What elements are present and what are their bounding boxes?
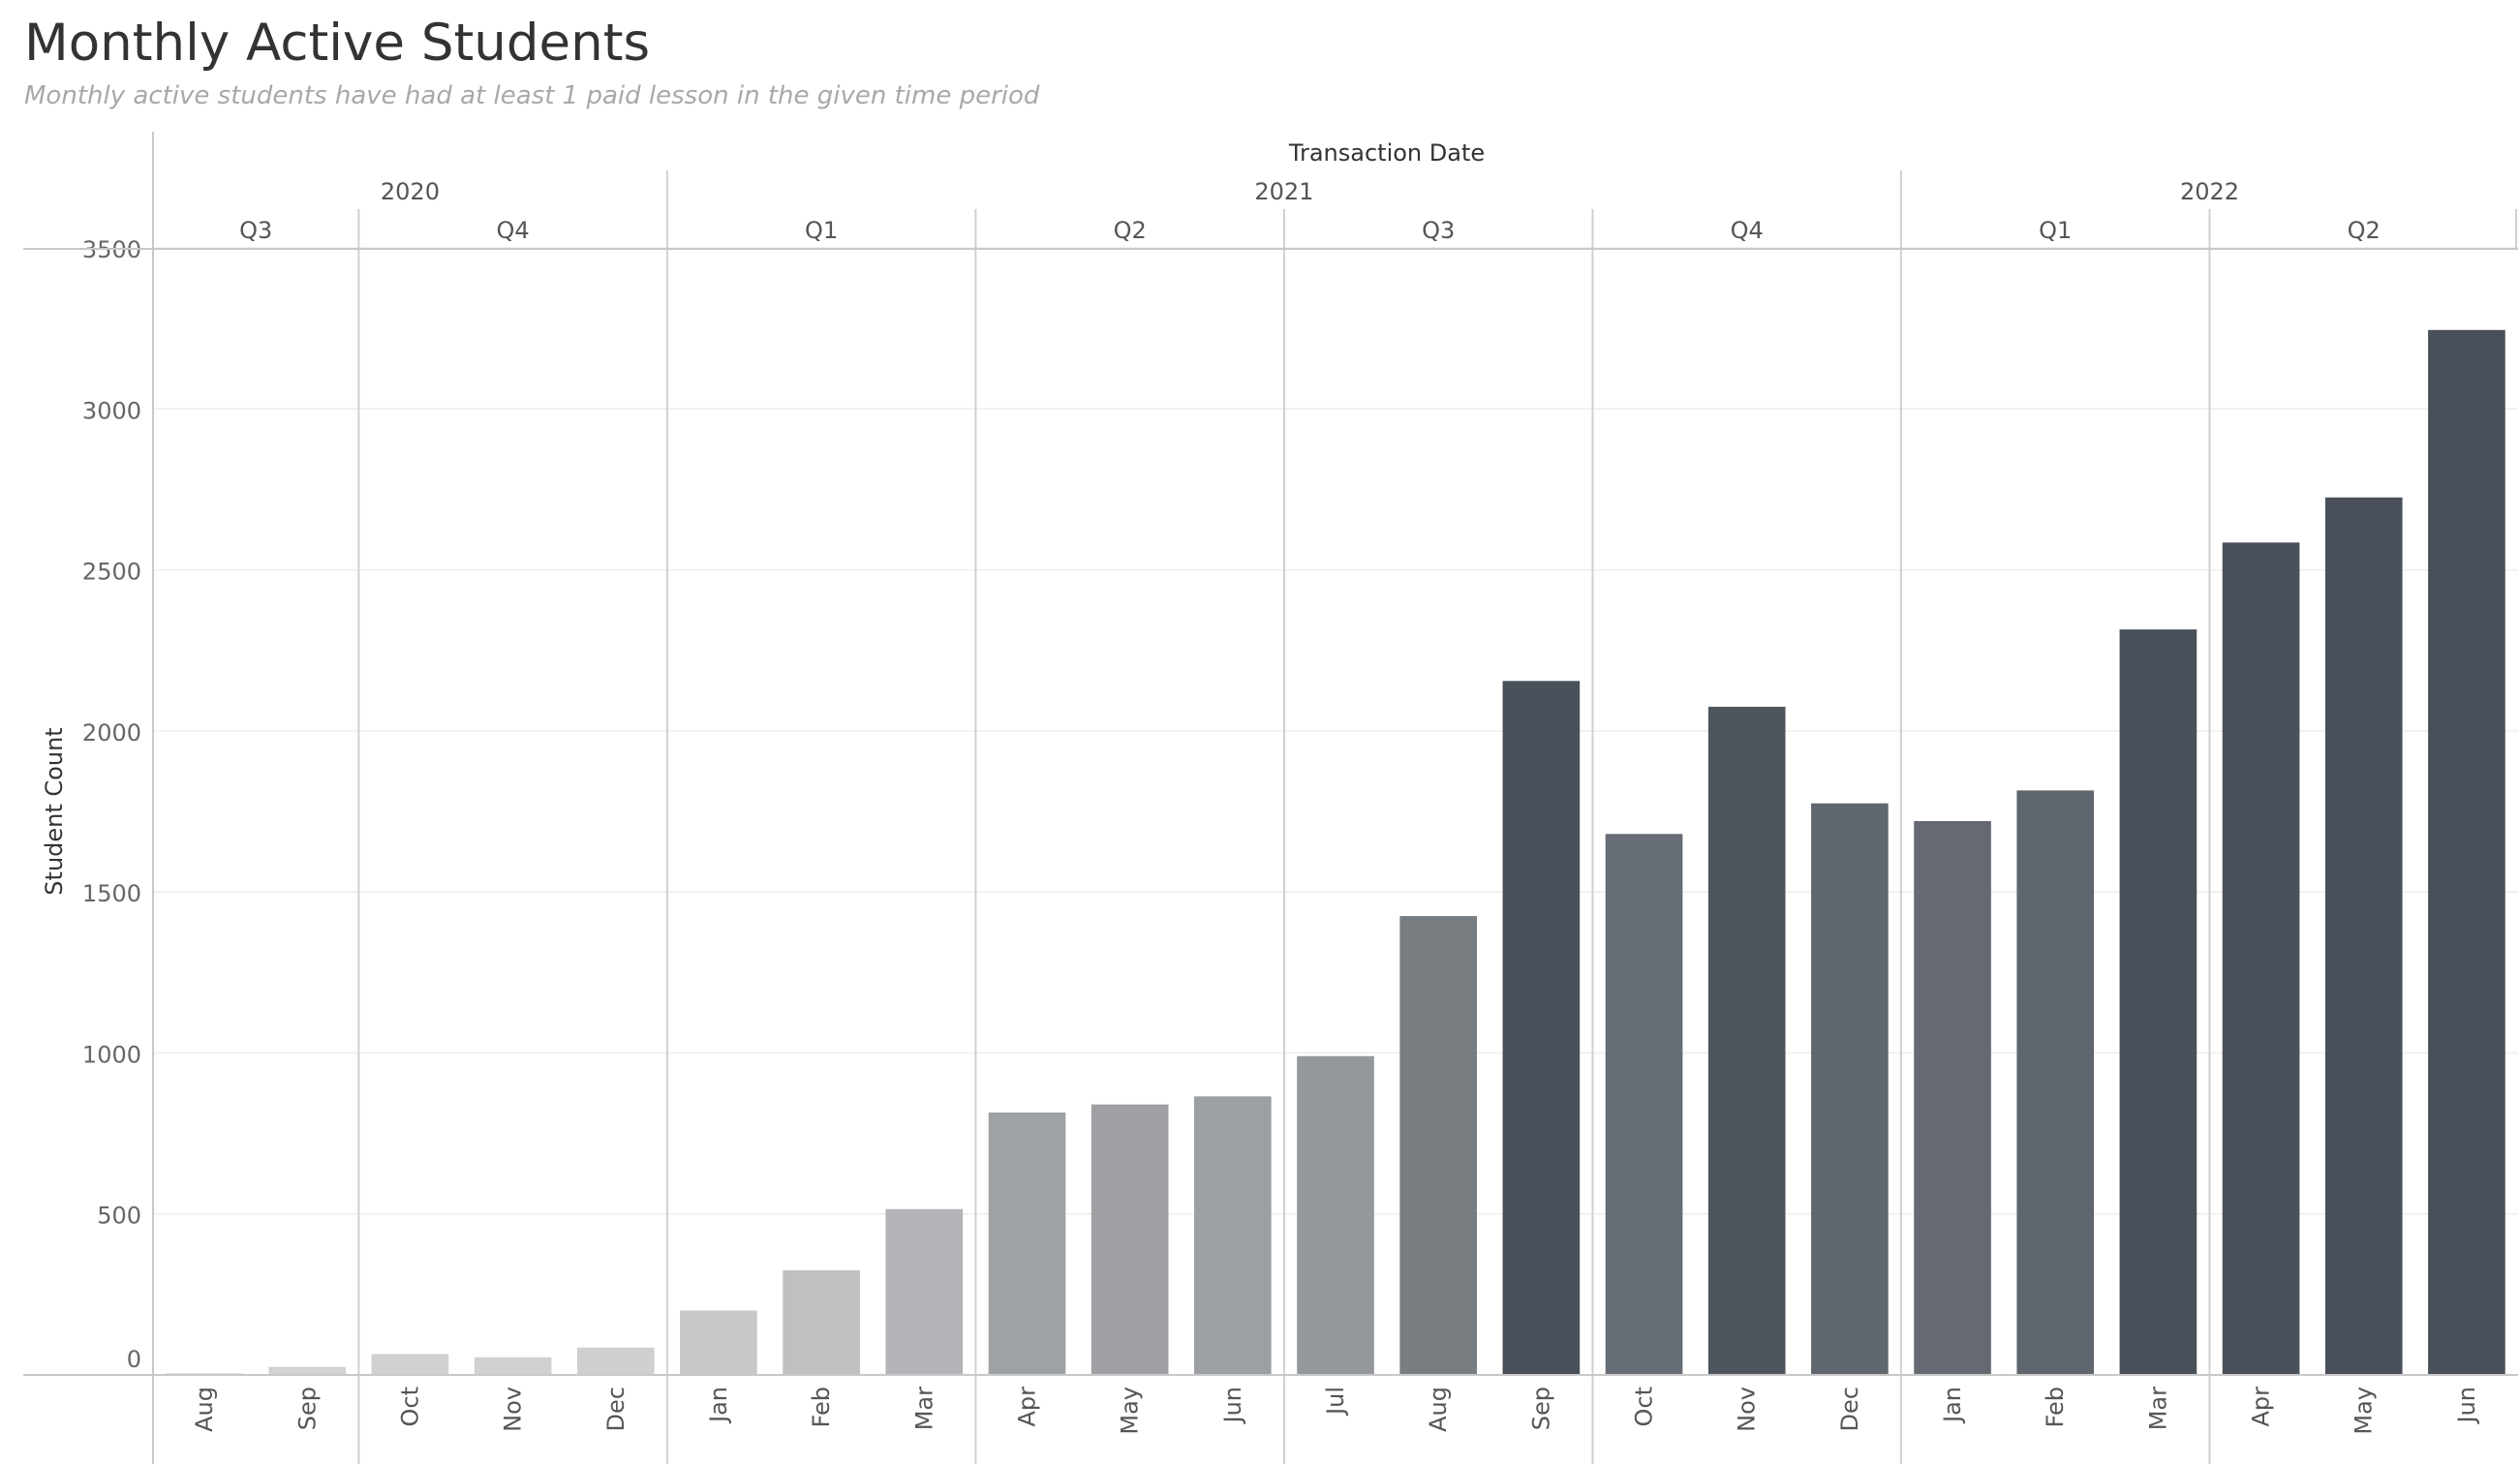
bar <box>2324 497 2403 1375</box>
bar <box>2016 790 2095 1375</box>
x-tick-label: Apr <box>2248 1387 2275 1427</box>
x-header-title: Transaction Date <box>1288 139 1485 167</box>
bar <box>1605 834 1683 1375</box>
bar <box>1194 1096 1272 1375</box>
x-tick-label: Nov <box>1734 1387 1761 1432</box>
quarter-header: Q1 <box>805 217 838 244</box>
quarter-header: Q4 <box>497 217 530 244</box>
x-tick-label: Aug <box>1425 1387 1452 1432</box>
bar <box>988 1112 1066 1375</box>
x-tick-label: Apr <box>1013 1387 1040 1427</box>
x-tick-label: Nov <box>500 1387 527 1432</box>
bar <box>885 1208 964 1375</box>
x-tick-label: Feb <box>808 1387 835 1428</box>
bar <box>783 1269 860 1375</box>
bar <box>371 1354 449 1375</box>
x-tick-label: May <box>2351 1387 2378 1435</box>
bar <box>1811 803 1889 1375</box>
x-tick-label: Jun <box>1219 1387 1246 1425</box>
year-header: 2020 <box>381 178 440 205</box>
x-tick-label: Oct <box>1631 1387 1658 1427</box>
bar <box>2222 542 2300 1375</box>
y-tick-label: 2500 <box>82 559 141 586</box>
year-header: 2021 <box>1254 178 1313 205</box>
x-tick-label: Feb <box>2042 1387 2069 1428</box>
quarter-header: Q2 <box>2348 217 2381 244</box>
chart-subtitle: Monthly active students have had at leas… <box>24 81 1040 110</box>
bar <box>1914 820 1991 1375</box>
bar <box>1297 1055 1374 1375</box>
y-tick-label: 1000 <box>82 1041 141 1068</box>
bar <box>1399 916 1477 1375</box>
x-tick-label: Jul <box>1322 1387 1349 1417</box>
x-tick-label: May <box>1117 1387 1144 1435</box>
y-tick-label: 1500 <box>82 880 141 907</box>
bar <box>268 1366 347 1375</box>
chart-title: Monthly Active Students <box>24 14 651 73</box>
x-tick-label: Dec <box>602 1387 630 1431</box>
x-tick-label: Jan <box>1939 1387 1966 1424</box>
y-tick-label: 2000 <box>82 719 141 747</box>
bar <box>2119 629 2197 1375</box>
x-tick-label: Dec <box>1836 1387 1863 1431</box>
bar <box>1502 681 1581 1375</box>
y-tick-label: 3000 <box>82 397 141 424</box>
quarter-header: Q2 <box>1114 217 1147 244</box>
bar <box>474 1357 552 1375</box>
quarter-header: Q1 <box>2039 217 2072 244</box>
column-headers: Q3 Q4 2020 Q1 Q2 Q3 Q4 2021 Q1 Q2 2022 <box>239 178 2381 244</box>
year-header: 2022 <box>2180 178 2239 205</box>
x-tick-label: Aug <box>191 1387 218 1432</box>
x-tick-label: Jan <box>705 1387 732 1424</box>
x-tick-label: Jun <box>2453 1387 2480 1425</box>
y-tick-label: 500 <box>97 1203 141 1230</box>
x-tick-label: Oct <box>396 1387 423 1427</box>
bar <box>2428 329 2505 1376</box>
x-tick-label: Sep <box>293 1387 321 1430</box>
bar <box>680 1310 757 1375</box>
quarter-header: Q3 <box>1422 217 1455 244</box>
x-tick-label: Mar <box>2144 1387 2171 1430</box>
x-tick-label: Sep <box>1527 1387 1554 1430</box>
bar <box>576 1347 655 1375</box>
bar <box>1091 1104 1169 1375</box>
quarter-header: Q3 <box>239 217 272 244</box>
y-tick-label: 0 <box>127 1346 141 1373</box>
bars <box>166 329 2505 1376</box>
y-axis-title: Student Count <box>41 727 68 895</box>
x-tick-label: Mar <box>910 1387 937 1430</box>
quarter-header: Q4 <box>1731 217 1764 244</box>
bar <box>1707 706 1786 1375</box>
